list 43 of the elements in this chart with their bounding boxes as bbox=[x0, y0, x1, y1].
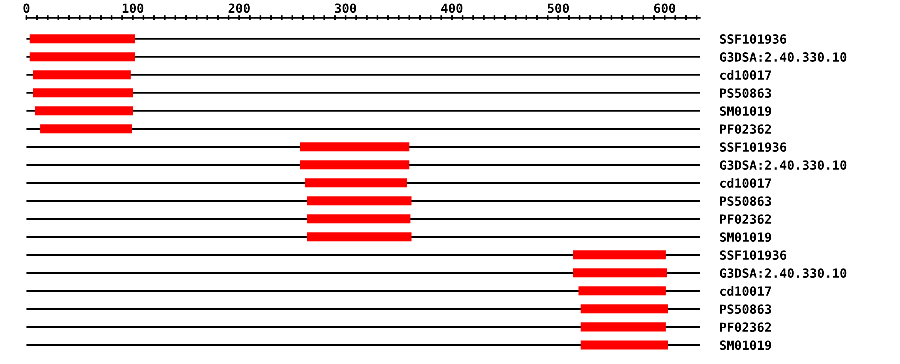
bar bbox=[33, 88, 134, 98]
x-tick-label: 200 bbox=[228, 4, 250, 14]
y-tick-label: SSF101936 bbox=[720, 142, 786, 152]
y-tick-label: G3DSA:2.40.330.10 bbox=[720, 268, 847, 278]
bar bbox=[305, 178, 408, 188]
y-tick-label: PF02362 bbox=[720, 124, 772, 134]
bar bbox=[30, 34, 136, 44]
x-tick-label: 400 bbox=[442, 4, 463, 14]
bar bbox=[580, 340, 668, 350]
y-tick-label: SSF101936 bbox=[720, 34, 786, 44]
bar bbox=[300, 142, 410, 152]
y-tick-label: SM01019 bbox=[720, 232, 772, 242]
y-tick-label: SSF101936 bbox=[720, 250, 786, 260]
bar bbox=[573, 250, 666, 260]
y-tick-label: cd10017 bbox=[720, 178, 772, 188]
x-tick-label: 500 bbox=[548, 4, 570, 14]
bar bbox=[578, 286, 666, 296]
y-tick-label: PS50863 bbox=[720, 304, 772, 314]
y-tick-label: SM01019 bbox=[720, 106, 772, 116]
bar bbox=[35, 106, 134, 116]
x-tick-label: 600 bbox=[654, 4, 676, 14]
y-tick-label: PF02362 bbox=[720, 322, 772, 332]
bar bbox=[300, 160, 410, 170]
bar bbox=[308, 214, 411, 224]
bar bbox=[580, 322, 666, 332]
y-tick-label: G3DSA:2.40.330.10 bbox=[720, 160, 847, 170]
bar bbox=[33, 70, 131, 80]
y-tick-label: cd10017 bbox=[720, 70, 772, 80]
x-tick-label: 300 bbox=[335, 4, 356, 14]
x-tick-label: 100 bbox=[122, 4, 144, 14]
y-tick-label: PF02362 bbox=[720, 214, 772, 224]
y-tick-label: G3DSA:2.40.330.10 bbox=[720, 52, 847, 62]
bar bbox=[30, 52, 136, 62]
bar bbox=[580, 304, 668, 314]
bar bbox=[308, 196, 412, 206]
y-tick-label: cd10017 bbox=[720, 286, 772, 296]
y-tick-label: PS50863 bbox=[720, 196, 772, 206]
bar bbox=[573, 268, 668, 278]
y-tick-label: PS50863 bbox=[720, 88, 772, 98]
x-tick-label: 0 bbox=[24, 4, 30, 14]
y-tick-label: SM01019 bbox=[720, 340, 772, 350]
bar bbox=[40, 124, 132, 134]
bar bbox=[308, 232, 412, 242]
